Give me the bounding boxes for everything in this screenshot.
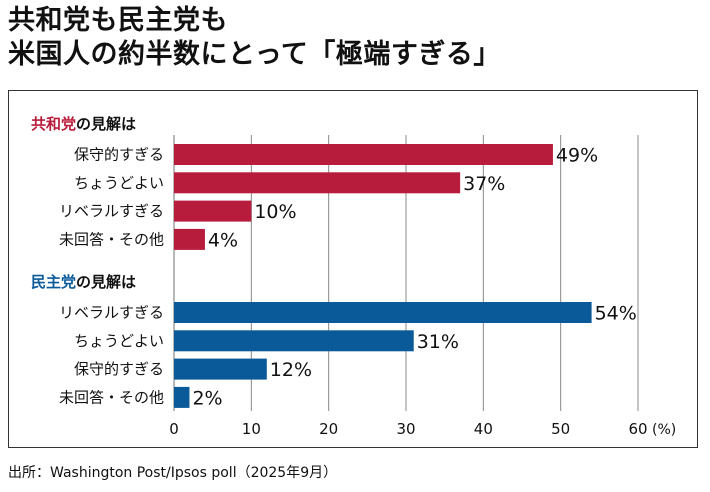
x-tick-label-20: 20 [319,420,338,438]
x-tick-label-40: 40 [474,420,493,438]
x-tick-label-0: 0 [169,420,179,438]
x-tick-label-60: 60 [628,420,647,438]
data-label: 31% [417,331,459,353]
chart-frame: 0 10 20 30 40 50 60 (%) 共和党の見解は 保守的すぎる 49% ちょうどよい 37… [8,90,698,448]
category-label: リベラルすぎる [59,304,164,322]
group-name-suffix: の見解は [76,273,136,291]
data-label: 54% [595,303,637,325]
bar [174,228,205,250]
category-label: リベラルすぎる [59,202,164,220]
group-header-0: 共和党の見解は [31,115,136,133]
bar [174,144,553,165]
group-name: 民主党 [31,273,76,291]
x-tick-label-30: 30 [396,420,415,438]
group-header-1: 民主党の見解は [31,273,136,291]
source-note: 出所：Washington Post/Ipsos poll（2025年9月） [8,465,338,481]
bar [174,172,461,194]
bar [174,302,592,323]
category-label: 保守的すぎる [74,146,164,164]
data-label: 12% [270,359,312,381]
data-label: 10% [254,201,296,223]
title-line-1: 共和党も民主党も [8,5,228,36]
group-name: 共和党 [31,115,76,133]
x-tick-label-50: 50 [551,420,570,438]
bar [174,330,414,352]
category-label: ちょうどよい [74,174,164,192]
data-label: 4% [208,229,238,251]
data-label: 49% [556,145,598,167]
bar [174,358,267,380]
category-label: 未回答・その他 [59,230,164,248]
data-label: 37% [463,173,505,195]
bar [174,200,252,222]
title-line-2: 米国人の約半数にとって「極端すぎる」 [8,39,501,70]
bar [174,386,190,408]
group-name-suffix: の見解は [76,115,136,133]
data-label: 2% [192,387,222,409]
category-label: 保守的すぎる [74,360,164,378]
category-label: ちょうどよい [74,332,164,350]
category-label: 未回答・その他 [59,388,164,406]
chart-title: 共和党も民主党も 米国人の約半数にとって「極端すぎる」 [8,4,698,72]
x-tick-label-10: 10 [242,420,261,438]
x-unit-label: (%) [652,422,676,438]
